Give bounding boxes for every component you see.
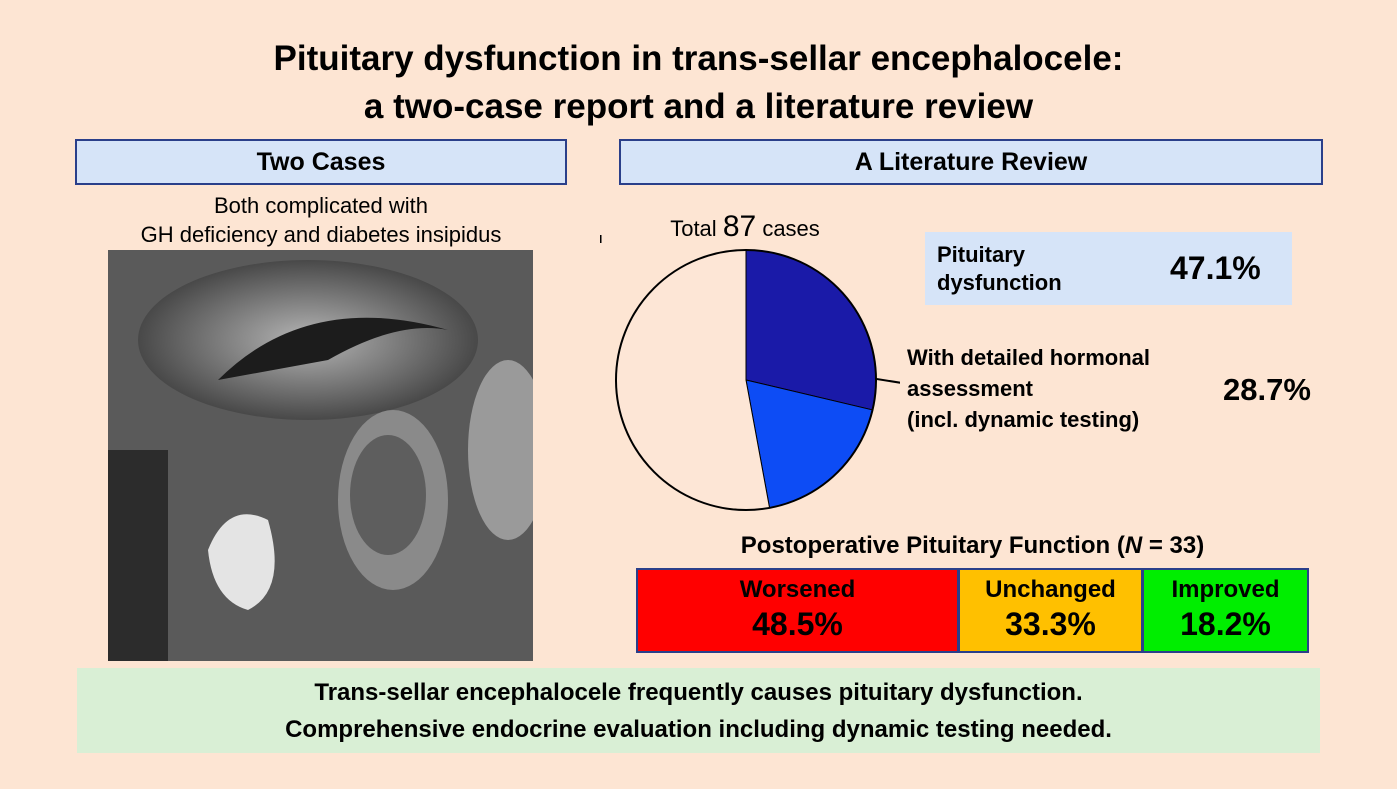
total-prefix: Total: [670, 216, 717, 241]
conclusion: Trans-sellar encephalocele frequently ca…: [77, 668, 1320, 753]
pie-slices: [615, 249, 877, 511]
title-line: Pituitary dysfunction in trans-sellar en…: [273, 39, 1124, 78]
conclusion-line: Comprehensive endocrine evaluation inclu…: [285, 716, 1112, 743]
outcome-label: Worsened: [739, 576, 856, 603]
heading-rest: = 33): [1142, 532, 1205, 559]
outcome-value: 18.2%: [1180, 606, 1271, 642]
total-count: 87: [722, 210, 757, 243]
label-line: assessment: [907, 376, 1033, 401]
outcome-box: Improved 18.2%: [1142, 568, 1309, 653]
dysfunction-value: 47.1%: [1170, 250, 1261, 286]
pie-outline: [615, 249, 877, 511]
outcome-value: 48.5%: [752, 606, 843, 642]
label-line: (incl. dynamic testing): [907, 407, 1140, 432]
heading-text: Postoperative Pituitary Function (: [740, 532, 1125, 559]
mri-image: [108, 250, 533, 661]
dysfunction-box: Pituitary dysfunction 47.1%: [925, 232, 1292, 305]
total-cases: Total 87 cases: [600, 210, 890, 244]
label-line: dysfunction: [937, 270, 1062, 295]
total-suffix: cases: [762, 216, 820, 241]
outcome-box: Unchanged 33.3%: [958, 568, 1143, 653]
conclusion-line: Trans-sellar encephalocele frequently ca…: [314, 679, 1083, 706]
postoperative-heading: Postoperative Pituitary Function (N = 33…: [636, 532, 1309, 560]
outcome-value: 33.3%: [1005, 606, 1096, 642]
caption-line: GH deficiency and diabetes insipidus: [140, 222, 502, 247]
label-line: With detailed hormonal: [907, 345, 1151, 370]
outcome-box: Worsened 48.5%: [636, 568, 959, 653]
cases-heading: Two Cases: [75, 139, 567, 185]
dysfunction-label: Pituitary dysfunction: [937, 241, 1062, 297]
detailed-label: With detailed hormonal assessment (incl.…: [907, 342, 1150, 435]
heading-symbol: N: [1124, 532, 1143, 559]
outcome-label: Unchanged: [985, 576, 1116, 603]
pie-chart: [600, 235, 900, 511]
title-line: a two-case report and a literature revie…: [363, 87, 1034, 126]
caption-line: Both complicated with: [214, 193, 428, 218]
review-heading: A Literature Review: [619, 139, 1323, 185]
detailed-value: 28.7%: [1223, 372, 1311, 407]
cases-caption: Both complicated with GH deficiency and …: [75, 191, 567, 249]
outcome-label: Improved: [1171, 576, 1280, 603]
title: Pituitary dysfunction in trans-sellar en…: [0, 35, 1397, 131]
label-line: Pituitary: [937, 242, 1026, 267]
